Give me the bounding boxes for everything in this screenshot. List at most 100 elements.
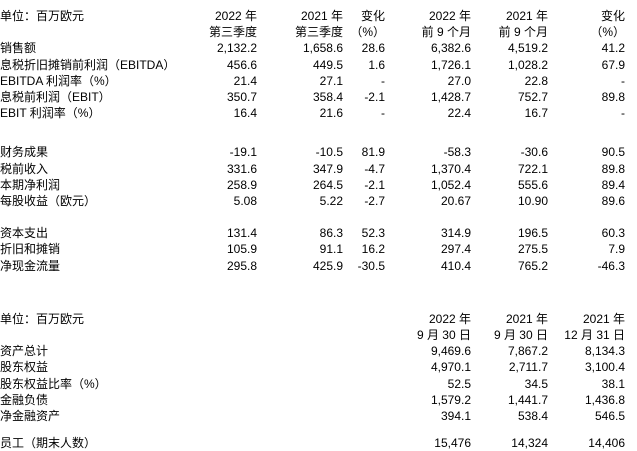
value-cell: 14,406 [588,436,625,451]
value-cell: 34.5 [524,376,548,391]
table-row: 息税折旧摊销前利润（EBITDA） 456.6 449.5 1.6 1,726.1 1,0… [0,57,625,73]
value-cell: 89.6 [601,194,625,209]
column-header-line2: 9 月 30 日 [416,328,471,343]
column-header: 2021 年前 9 个月 [471,8,548,40]
value-cell: 81.9 [361,145,385,160]
value-cell: - [381,106,385,121]
value-cell: 16.4 [233,106,257,121]
value-cell: 8,134.3 [584,344,625,359]
value-cell: 1,028.2 [507,57,548,72]
value-cell: 91.1 [319,242,343,257]
value-cell: 258.9 [226,177,257,192]
row-label: 销售额 [0,41,37,56]
row-label: 折旧和摊销 [0,242,61,257]
table-row: 资本支出 131.4 86.3 52.3 314.9 196.5 60.3 [0,225,625,241]
value-cell: 1,428.7 [430,90,471,105]
value-cell: 105.9 [226,242,257,257]
value-cell: 3,100.4 [584,360,625,375]
table-row: 员工（期末人数） 15,476 14,324 14,406 [0,435,625,451]
table-row: 股东权益比率（%） 52.5 34.5 38.1 [0,376,625,392]
value-cell: - [381,73,385,88]
column-header: 2022 年第三季度 [198,8,257,40]
column-header-line2: 第三季度 [294,25,343,40]
value-cell: -4.7 [364,161,385,176]
value-cell: 4,519.2 [507,41,548,56]
value-cell: 86.3 [319,226,343,241]
row-label: 资产总计 [0,344,49,359]
table-row: 股东权益 4,970.1 2,711.7 3,100.4 [0,359,625,375]
table-row: 净现金流量 295.8 425.9 -30.5 410.4 765.2 -46.3 [0,258,625,274]
value-cell: -2.7 [364,194,385,209]
column-header-line2: 9 月 30 日 [493,328,548,343]
row-label: 息税折旧摊销前利润（EBITDA） [0,57,176,72]
value-cell: 89.8 [601,90,625,105]
value-cell: 60.3 [601,226,625,241]
value-cell: -30.5 [357,258,385,273]
value-cell: 1.6 [368,57,385,72]
value-cell: 131.4 [226,226,257,241]
value-cell: 7,867.2 [507,344,548,359]
row-label: 净金融资产 [0,409,61,424]
spacer-row [0,424,625,435]
value-cell: 350.7 [226,90,257,105]
value-cell: -19.1 [229,145,257,160]
row-label: 资本支出 [0,226,49,241]
table-row: 资产总计 9,469.6 7,867.2 8,134.3 [0,343,625,359]
column-header: 2021 年 9 月 30 日 [471,311,548,343]
quarterly-results-table: 单位：百万欧元 2022 年第三季度 2021 年第三季度 变化 （%） 2022 年前 … [0,8,625,274]
value-cell: 5.22 [319,194,343,209]
value-cell: 89.4 [601,177,625,192]
value-cell: - [621,73,625,88]
row-label: 每股收益（欧元） [0,194,97,209]
value-cell: 16.7 [524,106,548,121]
unit-label: 单位：百万欧元 [0,311,85,326]
column-header: 2022 年前 9 个月 [385,8,471,40]
value-cell: 38.1 [601,376,625,391]
table-row: 本期净利润 258.9 264.5 -2.1 1,052.4 555.6 89.4 [0,177,625,193]
value-cell: 21.4 [233,73,257,88]
value-cell: 449.5 [312,57,343,72]
value-cell: 456.6 [226,57,257,72]
value-cell: 90.5 [601,145,625,160]
column-header-line1: 2022 年 [214,9,257,23]
row-label: EBIT 利润率（%） [0,106,101,121]
value-cell: 264.5 [312,177,343,192]
value-cell: 425.9 [312,258,343,273]
row-label: 净现金流量 [0,258,61,273]
value-cell: 1,579.2 [430,392,471,407]
column-header-line1: 变化 [360,9,385,23]
value-cell: -2.1 [364,177,385,192]
value-cell: -30.6 [520,145,548,160]
value-cell: 1,441.7 [507,392,548,407]
value-cell: 10.90 [517,194,548,209]
value-cell: 555.6 [517,177,548,192]
table-row: EBITDA 利润率（%） 21.4 27.1 - 27.0 22.8 - [0,73,625,89]
value-cell: 196.5 [517,226,548,241]
value-cell: 295.8 [226,258,257,273]
table-row: 财务成果 -19.1 -10.5 81.9 -58.3 -30.6 90.5 [0,144,625,160]
value-cell: 752.7 [517,90,548,105]
value-cell: 1,052.4 [430,177,471,192]
row-label: 息税前利润（EBIT） [0,90,111,105]
table-row: 每股收益（欧元） 5.08 5.22 -2.7 20.67 10.90 89.6 [0,193,625,209]
value-cell: 7.9 [608,242,625,257]
column-header-line2: （%） [590,25,625,40]
value-cell: 6,382.6 [430,41,471,56]
column-header-line2: 第三季度 [208,25,257,40]
value-cell: 765.2 [517,258,548,273]
row-label: 金融负债 [0,392,49,407]
value-cell: 4,970.1 [430,360,471,375]
value-cell: 314.9 [440,226,471,241]
row-label: 财务成果 [0,145,49,160]
value-cell: 5.08 [233,194,257,209]
value-cell: 410.4 [440,258,471,273]
spacer-row [0,209,625,225]
value-cell: 52.5 [447,376,471,391]
row-label: 税前收入 [0,161,49,176]
column-header-line2: 12 月 31 日 [564,328,625,343]
spacer-row [0,121,625,144]
header-row: 单位：百万欧元 2022 年第三季度 2021 年第三季度 变化 （%） 2022 年前 … [0,8,625,40]
